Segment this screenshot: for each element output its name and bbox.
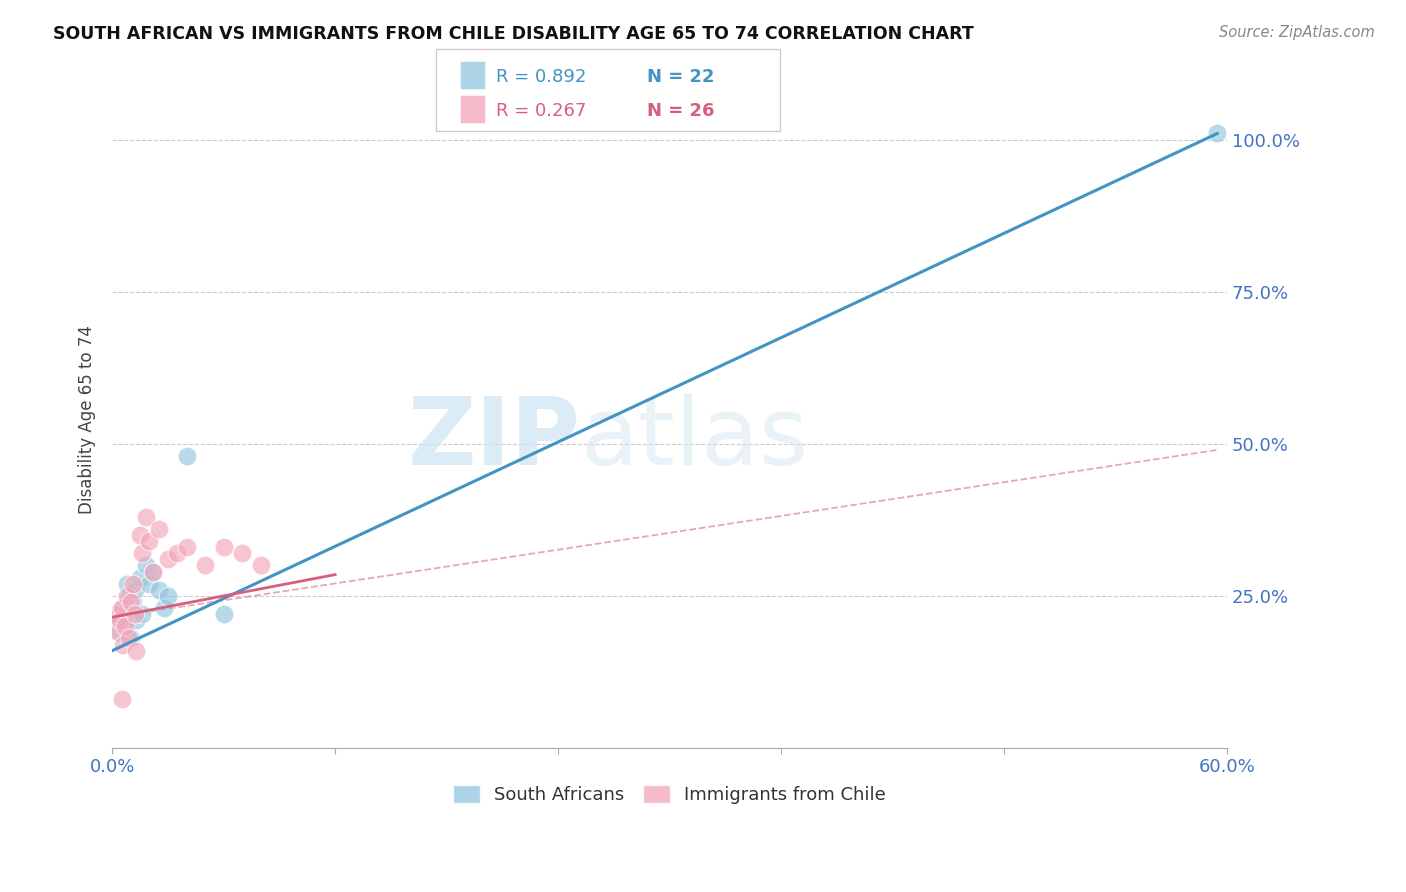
Text: atlas: atlas xyxy=(581,393,808,485)
Point xyxy=(110,601,132,615)
Point xyxy=(250,558,273,573)
Point xyxy=(131,546,153,560)
Point xyxy=(212,540,235,554)
Text: SOUTH AFRICAN VS IMMIGRANTS FROM CHILE DISABILITY AGE 65 TO 74 CORRELATION CHART: SOUTH AFRICAN VS IMMIGRANTS FROM CHILE D… xyxy=(53,25,974,43)
Point xyxy=(125,613,148,627)
Point xyxy=(231,546,253,560)
Point xyxy=(138,576,160,591)
Point xyxy=(120,632,142,646)
Point xyxy=(135,558,157,573)
Point xyxy=(112,638,135,652)
Point xyxy=(118,589,141,603)
Point xyxy=(156,552,179,566)
Point xyxy=(124,607,146,622)
Text: ZIP: ZIP xyxy=(408,393,581,485)
Text: Source: ZipAtlas.com: Source: ZipAtlas.com xyxy=(1219,25,1375,40)
Text: N = 26: N = 26 xyxy=(647,102,714,120)
Point xyxy=(153,601,176,615)
Point xyxy=(114,607,136,622)
Point xyxy=(108,625,131,640)
Point xyxy=(142,565,165,579)
Point xyxy=(104,613,127,627)
Point xyxy=(108,613,131,627)
Point xyxy=(125,643,148,657)
Point xyxy=(120,595,142,609)
Point xyxy=(121,595,143,609)
Point xyxy=(166,546,188,560)
Point xyxy=(176,540,198,554)
Point xyxy=(121,576,143,591)
Point xyxy=(129,571,152,585)
Point xyxy=(1206,127,1229,141)
Text: N = 22: N = 22 xyxy=(647,68,714,86)
Point xyxy=(124,582,146,597)
Point xyxy=(110,692,132,706)
Point xyxy=(212,607,235,622)
Point xyxy=(194,558,217,573)
Point xyxy=(118,632,141,646)
Point xyxy=(156,589,179,603)
Point xyxy=(104,607,127,622)
Point xyxy=(107,625,129,640)
Point xyxy=(176,449,198,463)
Point xyxy=(148,582,170,597)
Point xyxy=(112,619,135,633)
Point xyxy=(142,565,165,579)
Text: R = 0.892: R = 0.892 xyxy=(496,68,586,86)
Point xyxy=(135,509,157,524)
Point xyxy=(115,589,138,603)
Legend: South Africans, Immigrants from Chile: South Africans, Immigrants from Chile xyxy=(446,778,893,812)
Text: R = 0.267: R = 0.267 xyxy=(496,102,586,120)
Y-axis label: Disability Age 65 to 74: Disability Age 65 to 74 xyxy=(79,325,96,514)
Point xyxy=(110,601,132,615)
Point xyxy=(114,619,136,633)
Point xyxy=(129,528,152,542)
Point xyxy=(115,576,138,591)
Point xyxy=(131,607,153,622)
Point xyxy=(148,522,170,536)
Point xyxy=(138,534,160,549)
